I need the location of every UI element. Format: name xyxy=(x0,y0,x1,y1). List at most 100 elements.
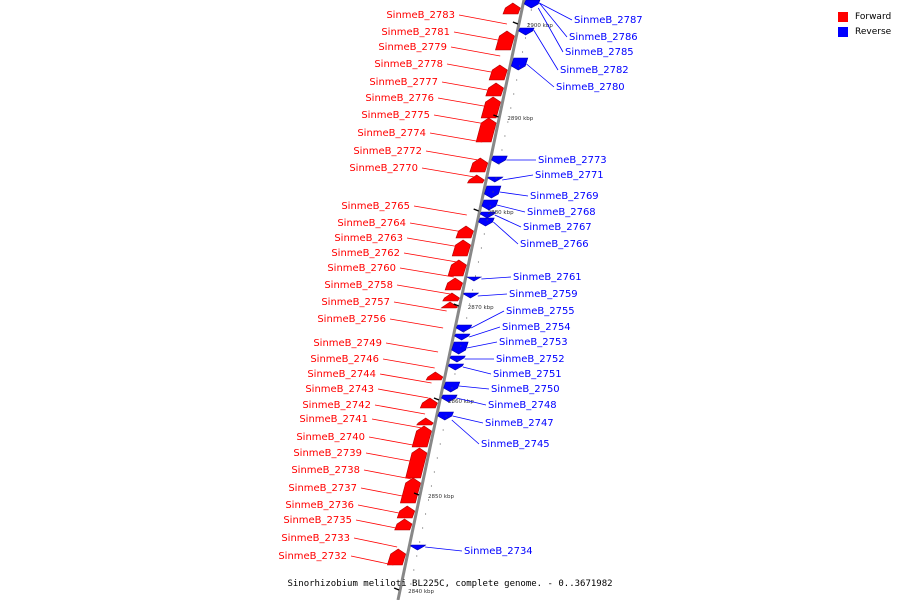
reverse-gene-label[interactable]: SinmeB_2761 xyxy=(513,272,582,283)
forward-leader-line xyxy=(446,63,497,74)
reverse-gene-block xyxy=(454,333,471,341)
forward-gene-label[interactable]: SinmeB_2765 xyxy=(341,201,410,212)
forward-leader-line xyxy=(360,487,408,498)
forward-gene-label[interactable]: SinmeB_2770 xyxy=(349,163,418,174)
forward-gene-label[interactable]: SinmeB_2777 xyxy=(369,77,438,88)
forward-gene-label[interactable]: SinmeB_2776 xyxy=(365,93,434,104)
forward-gene-label[interactable]: SinmeB_2783 xyxy=(386,10,455,21)
reverse-gene-label[interactable]: SinmeB_2767 xyxy=(523,222,592,233)
reverse-gene-label[interactable]: SinmeB_2754 xyxy=(502,322,571,333)
reverse-gene-label[interactable]: SinmeB_2748 xyxy=(488,400,557,411)
forward-leader-line xyxy=(357,504,405,515)
reverse-gene-label[interactable]: SinmeB_2786 xyxy=(569,32,638,43)
reverse-gene-block xyxy=(510,57,529,71)
reverse-gene-label[interactable]: SinmeB_2750 xyxy=(491,384,560,395)
reverse-leader-line xyxy=(481,276,512,280)
forward-leader-line xyxy=(396,284,451,295)
reverse-gene-block xyxy=(481,199,499,211)
tick-label: 2870 kbp xyxy=(468,305,494,311)
reverse-gene-label[interactable]: SinmeB_2745 xyxy=(481,439,550,450)
reverse-gene-block xyxy=(441,394,458,403)
forward-gene-label[interactable]: SinmeB_2749 xyxy=(313,338,382,349)
forward-gene-label[interactable]: SinmeB_2737 xyxy=(288,483,357,494)
forward-gene-label[interactable]: SinmeB_2756 xyxy=(317,314,386,325)
forward-gene-label[interactable]: SinmeB_2746 xyxy=(310,354,379,365)
forward-leader-line xyxy=(421,167,475,178)
forward-gene-label[interactable]: SinmeB_2763 xyxy=(334,233,403,244)
forward-leader-line xyxy=(399,267,454,278)
tick-label: 2860 kbp xyxy=(448,399,474,405)
reverse-gene-block xyxy=(451,341,469,355)
reverse-gene-label[interactable]: SinmeB_2752 xyxy=(496,354,565,365)
forward-gene-block xyxy=(467,174,485,184)
genome-axis xyxy=(396,0,526,600)
reverse-gene-label[interactable]: SinmeB_2768 xyxy=(527,207,596,218)
forward-gene-label[interactable]: SinmeB_2733 xyxy=(281,533,350,544)
major-tick xyxy=(473,208,479,212)
reverse-gene-block xyxy=(462,292,480,299)
reverse-leader-line xyxy=(425,546,463,552)
reverse-gene-label[interactable]: SinmeB_2780 xyxy=(556,82,625,93)
forward-gene-label[interactable]: SinmeB_2738 xyxy=(291,465,360,476)
forward-gene-block xyxy=(447,259,467,277)
legend: Forward Reverse xyxy=(838,9,891,39)
forward-gene-label[interactable]: SinmeB_2760 xyxy=(327,263,396,274)
forward-gene-label[interactable]: SinmeB_2778 xyxy=(374,59,443,70)
forward-leader-line xyxy=(433,114,486,125)
major-tick xyxy=(453,303,459,307)
reverse-leader-line xyxy=(458,385,490,390)
forward-gene-label[interactable]: SinmeB_2741 xyxy=(299,414,368,425)
reverse-gene-label[interactable]: SinmeB_2753 xyxy=(499,337,568,348)
forward-gene-label[interactable]: SinmeB_2742 xyxy=(302,400,371,411)
reverse-gene-label[interactable]: SinmeB_2734 xyxy=(464,546,533,557)
forward-leader-line xyxy=(389,318,444,329)
forward-gene-label[interactable]: SinmeB_2758 xyxy=(324,280,393,291)
major-tick xyxy=(413,492,420,496)
reverse-leader-line xyxy=(539,2,573,21)
forward-gene-label[interactable]: SinmeB_2772 xyxy=(353,146,422,157)
forward-gene-label[interactable]: SinmeB_2735 xyxy=(283,515,352,526)
reverse-gene-label[interactable]: SinmeB_2759 xyxy=(509,289,578,300)
tick-label: 2840 kbp xyxy=(408,589,434,595)
legend-forward-label: Forward xyxy=(855,11,892,22)
reverse-gene-label[interactable]: SinmeB_2773 xyxy=(538,155,607,166)
forward-gene-label[interactable]: SinmeB_2775 xyxy=(361,110,430,121)
tick-label: 2890 kbp xyxy=(507,116,533,122)
reverse-gene-label[interactable]: SinmeB_2787 xyxy=(574,15,643,26)
forward-gene-block xyxy=(399,477,421,504)
reverse-gene-label[interactable]: SinmeB_2782 xyxy=(560,65,629,76)
forward-gene-label[interactable]: SinmeB_2774 xyxy=(357,128,426,139)
reverse-gene-label[interactable]: SinmeB_2785 xyxy=(565,47,634,58)
major-tick xyxy=(493,114,499,118)
forward-gene-label[interactable]: SinmeB_2757 xyxy=(321,297,390,308)
reverse-swatch xyxy=(838,26,848,37)
reverse-gene-label[interactable]: SinmeB_2771 xyxy=(535,170,604,181)
forward-gene-label[interactable]: SinmeB_2736 xyxy=(285,500,354,511)
reverse-leader-line xyxy=(537,7,564,53)
forward-leader-line xyxy=(409,222,464,233)
forward-leader-line xyxy=(393,301,447,312)
forward-gene-label[interactable]: SinmeB_2740 xyxy=(296,432,365,443)
forward-leader-line xyxy=(437,97,490,108)
reverse-gene-label[interactable]: SinmeB_2751 xyxy=(493,369,562,380)
forward-gene-label[interactable]: SinmeB_2779 xyxy=(378,42,447,53)
forward-gene-label[interactable]: SinmeB_2739 xyxy=(293,448,362,459)
reverse-leader-line xyxy=(469,326,501,338)
forward-gene-label[interactable]: SinmeB_2744 xyxy=(307,369,376,380)
forward-gene-block xyxy=(502,2,521,15)
forward-gene-label[interactable]: SinmeB_2743 xyxy=(305,384,374,395)
reverse-gene-label[interactable]: SinmeB_2766 xyxy=(520,239,589,250)
reverse-gene-label[interactable]: SinmeB_2755 xyxy=(506,306,575,317)
legend-reverse: Reverse xyxy=(838,24,891,39)
forward-gene-label[interactable]: SinmeB_2764 xyxy=(337,218,406,229)
reverse-gene-label[interactable]: SinmeB_2747 xyxy=(485,418,554,429)
forward-leader-line xyxy=(353,537,398,548)
reverse-gene-label[interactable]: SinmeB_2769 xyxy=(530,191,599,202)
forward-gene-label[interactable]: SinmeB_2732 xyxy=(278,551,347,562)
forward-gene-label[interactable]: SinmeB_2762 xyxy=(331,248,400,259)
forward-gene-label[interactable]: SinmeB_2781 xyxy=(381,27,450,38)
gene-labels: SinmeB_2783 SinmeB_2781 SinmeB_2779 SinmeB_… xyxy=(278,2,643,566)
reverse-leader-line xyxy=(456,397,487,406)
forward-gene-block xyxy=(485,82,504,97)
forward-leader-line xyxy=(450,46,501,57)
